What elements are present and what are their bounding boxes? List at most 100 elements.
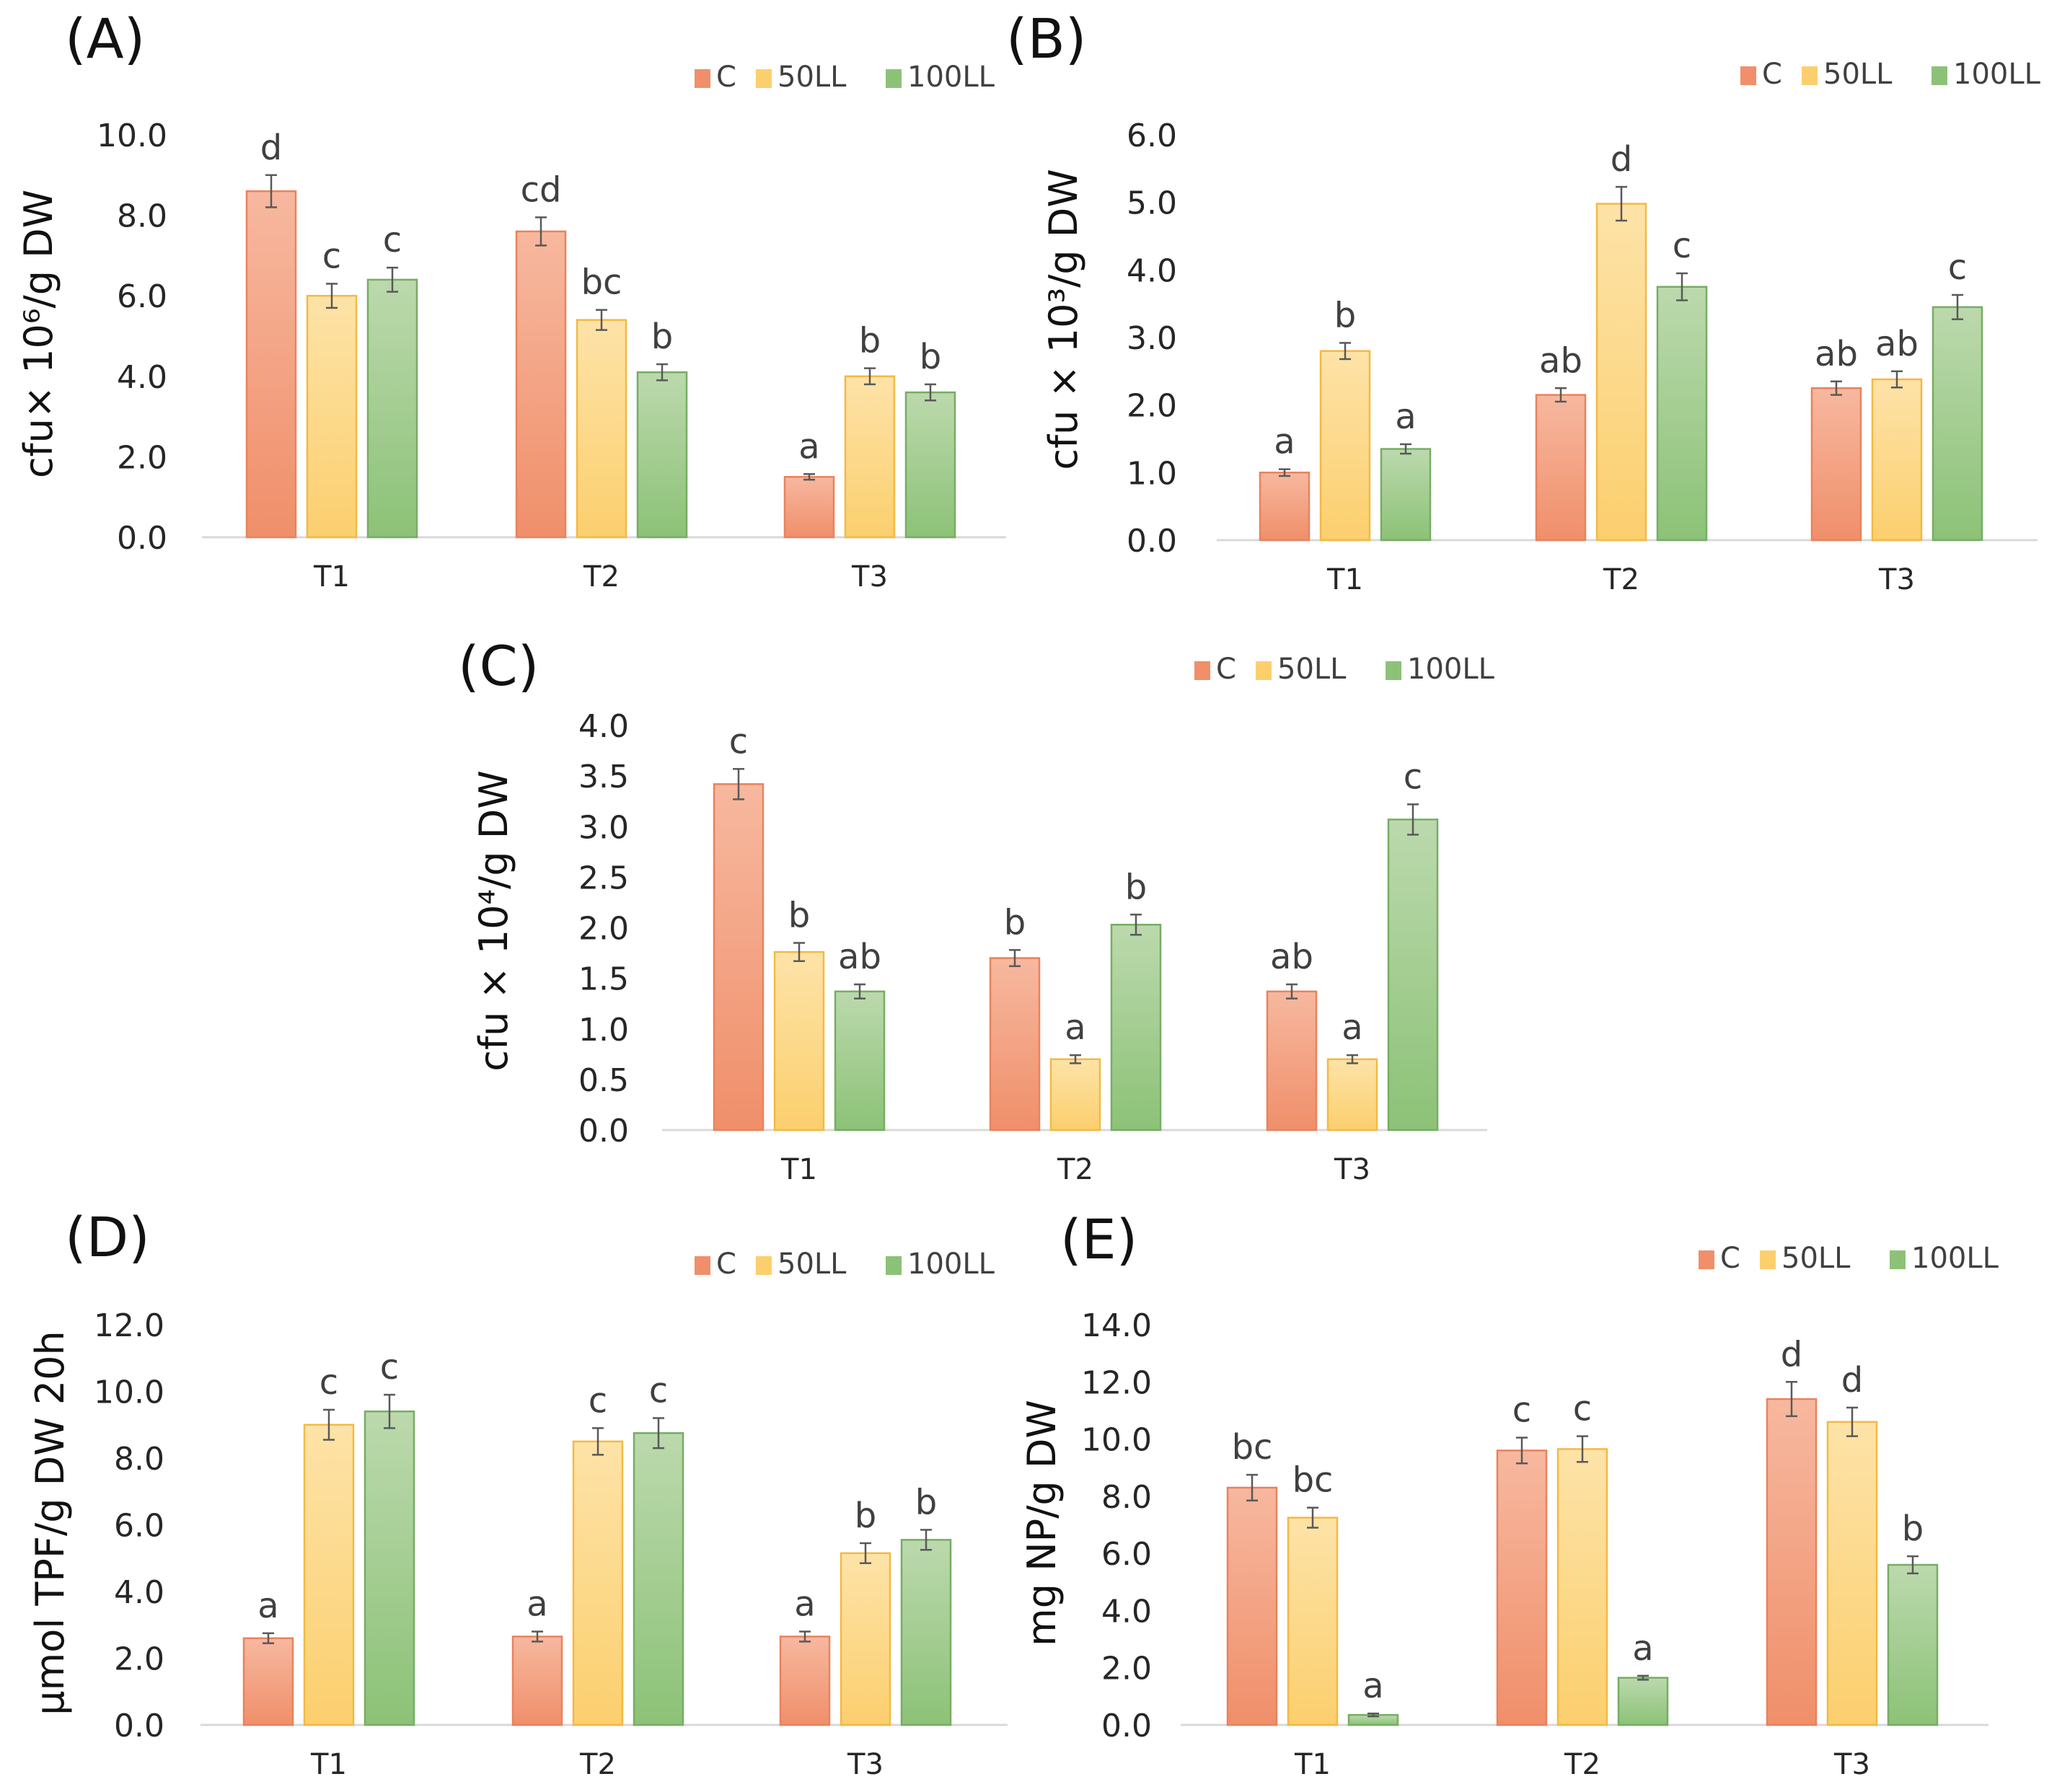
significance-letter: a [794,1584,815,1625]
x-tick-label: T1 [1294,1748,1331,1781]
legend-label-100ll: 100LL [1407,653,1495,686]
bar-50ll-t3 [1326,1058,1378,1131]
bar-100ll-t1 [366,278,418,539]
legend-label-100ll: 100LL [1953,58,2041,91]
bar-50ll-t2 [572,1440,624,1726]
legend-swatch-100ll [886,69,902,88]
significance-letter: c [1948,247,1967,288]
significance-letter: bc [1292,1460,1334,1501]
error-bar [653,1417,664,1449]
error-bar [323,1408,335,1441]
y-tick-label: 0.0 [1101,1708,1152,1744]
error-bar [793,942,805,963]
legend: C 50LL 100LL [695,1248,995,1281]
error-bar [263,1632,274,1644]
x-tick-label: T3 [851,560,888,593]
significance-letter: c [380,1347,399,1387]
legend-swatch-50ll [756,69,772,88]
bar-50ll-t1 [306,294,358,539]
bar-c-t1 [713,783,765,1131]
error-bar [532,1630,543,1643]
chart-panel-b: (B) 0.0 1.0 2.0 3.0 4.0 5.0 6.0 cfu × 10³/g DW T1… [1006,6,2041,596]
significance-letter: b [859,321,881,361]
error-bar [1407,803,1419,836]
error-bar [265,174,277,208]
legend-label-50ll: 50LL [1781,1242,1851,1275]
y-tick-label: 2.0 [117,439,167,476]
legend-label-50ll: 50LL [1823,58,1893,91]
error-bar [1577,1435,1588,1463]
panel-label: (D) [65,1205,150,1269]
legend-label-c: C [716,1248,736,1281]
error-bar [1891,370,1903,389]
y-tick-label: 1.0 [1127,455,1177,492]
significance-letter: a [798,426,819,467]
y-tick-label: 2.0 [1127,388,1177,425]
bar-100ll-t3 [1932,306,1983,542]
error-bar [326,283,338,309]
y-tick-label: 12.0 [1081,1364,1152,1401]
bar-50ll-t1 [1287,1517,1339,1726]
error-bar [733,768,744,800]
error-bar [1831,380,1842,396]
legend: C 50LL 100LL [1194,653,1495,686]
y-axis-title: cfu × 10³/g DW [1041,169,1086,469]
y-tick-label: 4.0 [1101,1593,1152,1630]
error-bar [1130,914,1142,936]
legend-label-100ll: 100LL [1911,1242,1999,1275]
error-bar [1339,342,1351,361]
bar-c-t1 [245,190,297,539]
error-bar [387,266,398,293]
legend-swatch-50ll [1256,661,1272,680]
y-tick-label: 3.5 [578,759,629,795]
bar-c-t1 [1259,472,1311,542]
x-tick-label: T3 [847,1748,884,1781]
significance-letter: b [1334,295,1356,335]
y-tick-label: 1.0 [578,1012,629,1049]
legend-swatch-50ll [1802,66,1818,85]
y-tick-label: 8.0 [114,1441,164,1478]
bar-100ll-t1 [834,990,886,1131]
bar-100ll-t1 [1380,448,1432,542]
bar-c-t1 [242,1637,294,1726]
legend-swatch-c [1699,1250,1714,1269]
significance-letter: b [855,1496,876,1536]
error-bar [1516,1436,1528,1465]
y-tick-label: 0.5 [578,1062,629,1099]
chart-panel-d: (D) 0.0 2.0 4.0 6.0 8.0 10.0 12.0 μmol TPF/g DW … [27,1205,1008,1781]
x-tick-label: T1 [313,560,350,593]
significance-letter: d [1611,139,1632,180]
y-tick-label: 10.0 [97,118,167,154]
bar-100ll-t3 [1887,1563,1939,1726]
legend-swatch-50ll [1760,1250,1776,1269]
significance-letter: ab [1875,324,1919,364]
significance-letter: a [1342,1007,1362,1048]
legend-label-c: C [1216,653,1236,686]
bar-100ll-t2 [1656,286,1708,542]
significance-letter: c [729,721,748,762]
y-tick-label: 4.0 [114,1574,164,1611]
error-bar [1637,1674,1649,1681]
panel-label: (E) [1060,1207,1137,1271]
bar-50ll-t2 [1556,1448,1608,1726]
bar-50ll-t2 [1595,203,1647,542]
legend-swatch-100ll [886,1256,902,1275]
chart-panel-c: (C) 0.0 0.5 1.0 1.5 2.0 2.5 3.0 3.5 4.0 cfu × 10⁴/… [458,634,1495,1186]
legend-label-c: C [1762,58,1782,91]
error-bar [535,216,547,247]
significance-letter: d [1841,1360,1863,1400]
significance-letter: b [788,896,810,936]
significance-letter: a [1395,397,1416,437]
legend-swatch-100ll [1932,66,1947,85]
error-bar [1279,468,1290,477]
legend-swatch-50ll [756,1256,772,1275]
y-tick-label: 0.0 [1127,523,1177,560]
legend: C 50LL 100LL [695,61,995,94]
significance-letter: c [1573,1389,1592,1429]
x-tick-label: T1 [1326,563,1363,596]
x-tick-label: T3 [1878,563,1915,596]
y-tick-label: 3.0 [578,809,629,846]
significance-letter: b [1902,1509,1924,1549]
x-tick-label: T1 [780,1153,817,1186]
legend-swatch-c [695,69,710,88]
